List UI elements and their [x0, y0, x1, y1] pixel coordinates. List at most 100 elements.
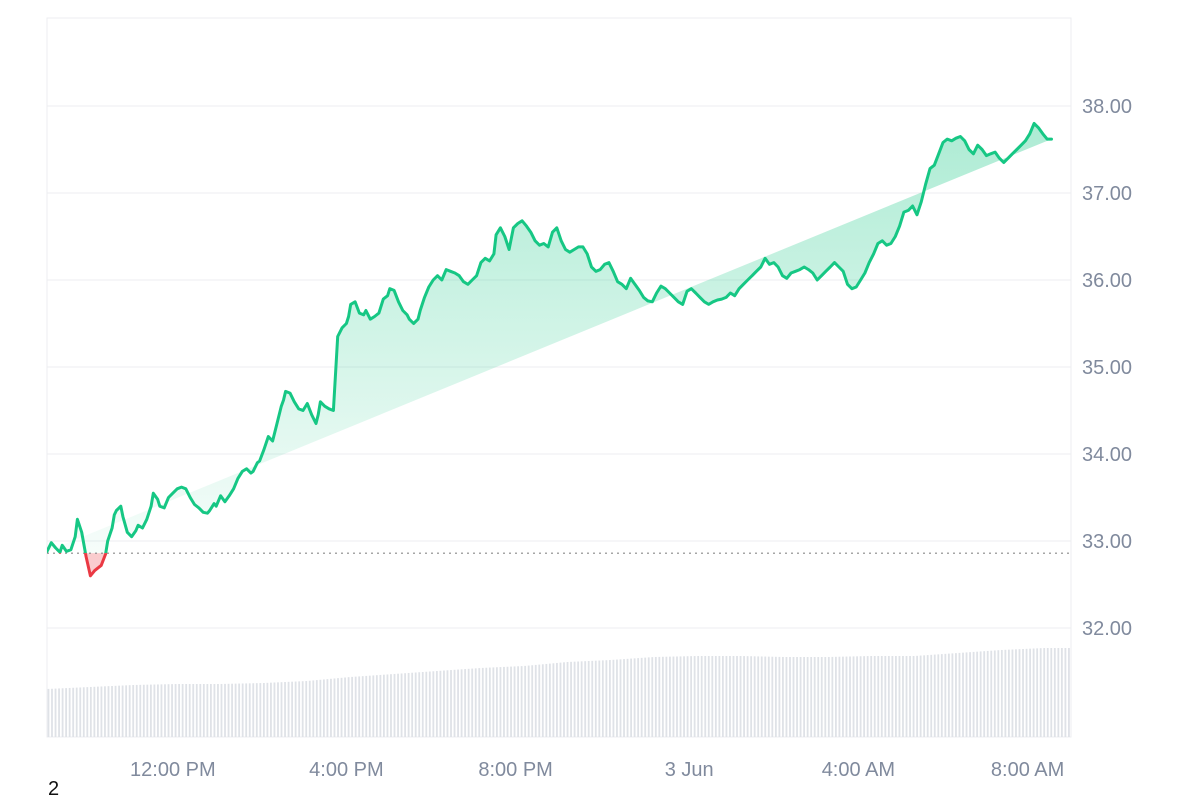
volume-bar — [171, 684, 173, 737]
volume-bar — [870, 656, 873, 737]
volume-bar — [601, 660, 604, 737]
volume-bar — [206, 684, 209, 737]
volume-bar — [591, 660, 594, 737]
volume-bar — [496, 667, 498, 737]
volume-bar — [118, 685, 120, 737]
volume-bar — [563, 662, 565, 737]
volume-bar — [792, 657, 795, 737]
x-tick-label: 8:00 PM — [478, 759, 552, 781]
volume-bar — [1004, 649, 1007, 737]
volume-bar — [72, 687, 75, 737]
volume-bar — [1053, 648, 1056, 737]
volume-bar — [616, 659, 618, 737]
volume-bar — [940, 654, 943, 737]
volume-bar — [481, 667, 484, 737]
volume-bar — [803, 657, 806, 737]
volume-bar — [510, 666, 512, 737]
volume-bar — [746, 656, 749, 737]
volume-bar — [188, 684, 191, 737]
volume-bar — [291, 681, 294, 737]
volume-bar — [217, 684, 219, 737]
volume-bar — [916, 655, 918, 737]
volume-bar — [721, 656, 724, 737]
volume-bar — [750, 656, 753, 737]
volume-bar — [224, 683, 226, 737]
volume-bar — [937, 654, 940, 737]
volume-bar — [238, 683, 241, 737]
volume-bar — [506, 666, 509, 737]
volume-bar — [79, 687, 82, 737]
volume-bar — [739, 656, 742, 737]
volume-bar — [605, 660, 608, 737]
volume-bar — [181, 684, 184, 737]
volume-bar — [584, 661, 587, 737]
volume-bar — [873, 656, 876, 737]
volume-bar — [820, 657, 823, 737]
volume-bar — [767, 656, 770, 737]
volume-bar — [400, 673, 403, 737]
volume-bar — [760, 656, 763, 737]
volume-bar — [446, 670, 449, 737]
volume-bar — [704, 656, 707, 737]
volume-bar — [287, 681, 290, 737]
volume-bar — [125, 685, 128, 737]
volume-bar — [407, 672, 410, 737]
volume-bar — [686, 656, 689, 737]
volume-bar — [54, 688, 57, 737]
volume-bar — [912, 656, 915, 737]
volume-bar — [220, 683, 223, 737]
volume-bar — [979, 651, 982, 737]
volume-bar — [895, 656, 897, 737]
volume-bar — [365, 675, 368, 737]
volume-bar — [690, 656, 693, 737]
volume-bar — [128, 685, 131, 737]
volume-bar — [270, 682, 272, 737]
volume-bar — [714, 656, 717, 737]
volume-bar — [1029, 648, 1031, 737]
volume-bar — [679, 656, 682, 737]
volume-bar — [100, 686, 103, 737]
price-line-up — [47, 121, 1053, 554]
volume-bar — [333, 678, 336, 737]
volume-bar — [884, 656, 887, 737]
volume-bar — [75, 687, 78, 737]
volume-bar — [185, 684, 188, 737]
volume-bar — [1015, 649, 1017, 737]
volume-bar — [993, 650, 996, 737]
volume-bar — [453, 669, 456, 737]
y-tick-label: 38.00 — [1082, 96, 1132, 118]
x-tick-label: 4:00 AM — [822, 759, 895, 781]
volume-bar — [577, 661, 580, 737]
volume-bar — [707, 656, 710, 737]
volume-bar — [337, 678, 339, 737]
volume-bar — [831, 656, 834, 737]
volume-bar — [418, 672, 421, 737]
volume-bar — [598, 660, 601, 737]
volume-bar — [640, 657, 643, 737]
x-axis-labels: 12:00 PM 4:00 PM 8:00 PM 3 Jun 4:00 AM 8:00 A… — [130, 759, 1064, 781]
volume-bar — [863, 656, 866, 737]
volume-bar — [393, 673, 396, 737]
volume-bar — [630, 658, 632, 737]
volume-bar — [902, 656, 904, 737]
volume-bar — [676, 656, 678, 737]
volume-bar — [711, 656, 714, 737]
volume-bar — [294, 681, 297, 737]
volume-bar — [1050, 648, 1053, 737]
volume-bar — [326, 679, 329, 737]
volume-bar — [813, 657, 816, 737]
volume-bar — [909, 656, 911, 737]
volume-bar — [361, 676, 364, 737]
volume-bar — [135, 684, 138, 737]
volume-bar — [672, 656, 675, 737]
volume-bar — [322, 679, 325, 737]
volume-bar — [347, 677, 350, 737]
volume-bar — [209, 684, 212, 737]
volume-bar — [499, 667, 502, 737]
volume-bar — [213, 684, 216, 737]
volume-bar — [905, 656, 908, 737]
volume-bar — [933, 654, 936, 737]
volume-bar — [460, 669, 463, 737]
